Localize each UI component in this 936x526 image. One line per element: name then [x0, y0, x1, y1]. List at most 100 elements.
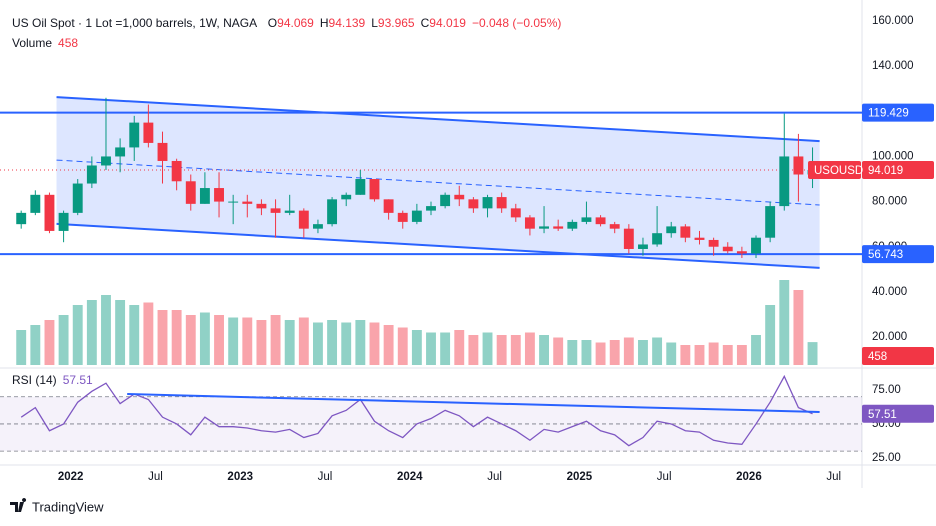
volume-bar [72, 305, 83, 365]
brand-name: TradingView [32, 499, 104, 514]
candle-body [72, 183, 83, 213]
candle-body [666, 226, 677, 234]
volume-bar [623, 337, 634, 365]
channel-middle [56, 159, 820, 206]
volume-bar [397, 327, 408, 365]
candle-body [327, 199, 338, 225]
candle-body [313, 224, 323, 229]
brand-logo [10, 498, 27, 512]
candle-body [44, 194, 55, 231]
candle-body [539, 226, 549, 229]
x-tick-label: Jul [148, 471, 163, 483]
brand: TradingView [10, 498, 104, 514]
candle-body [411, 210, 422, 222]
candle-body [284, 210, 295, 213]
volume-bar [581, 340, 592, 365]
candle-body [496, 197, 507, 209]
volume-bar [157, 310, 168, 365]
volume-bar [298, 317, 309, 365]
legend-change: −0.048 (−0.05%) [472, 16, 561, 30]
candle-body [242, 201, 253, 204]
volume-bar [270, 315, 281, 365]
candle-body [369, 179, 380, 200]
volume-bar [652, 337, 663, 365]
candle-body [581, 217, 592, 222]
volume-bar [524, 332, 535, 365]
candle-body [638, 244, 648, 249]
volume-bar [426, 332, 436, 365]
candle-body [129, 122, 140, 148]
title: US Oil Spot · 1 Lot =1,000 barrels, 1W, … [12, 16, 257, 30]
hline-label-bg [862, 245, 934, 264]
volume-bar [751, 335, 761, 365]
legend-key: C [421, 16, 430, 30]
volume-bar [242, 317, 253, 365]
legend-value: 93.965 [378, 16, 415, 30]
volume-bar [553, 337, 564, 365]
candle-body [708, 239, 719, 247]
channel-lower [56, 222, 820, 269]
candle-body [228, 201, 239, 203]
plot-area [0, 96, 862, 452]
rsi-label-bg [862, 404, 934, 423]
candle-body [199, 188, 210, 204]
candle-body [143, 122, 154, 143]
volume-bar [482, 332, 493, 365]
volume-bar [341, 322, 352, 365]
candle-body [16, 212, 27, 225]
volume-bar [765, 305, 776, 365]
candle-body [214, 188, 224, 202]
volume-bar [256, 320, 267, 365]
volume-bar [171, 310, 182, 365]
candle-body [765, 206, 776, 238]
volume-bar [736, 345, 747, 365]
legend-value: 94.019 [429, 16, 466, 30]
candle-body [793, 156, 804, 175]
volume-bar [313, 322, 323, 365]
volume-bar [383, 325, 394, 365]
rsi-tick-label: 25.00 [872, 452, 901, 464]
channel-upper [56, 96, 820, 143]
x-tick-label: 2022 [58, 471, 84, 483]
rsi-header: RSI (14) 57.51 [12, 373, 93, 387]
candle-body [553, 226, 564, 229]
legend-value: 94.069 [277, 16, 314, 30]
volume-bar [567, 340, 578, 365]
volume-value: 458 [58, 36, 78, 50]
x-tick-label: Jul [487, 471, 502, 483]
x-tick-label: Jul [318, 471, 333, 483]
hline-label: 56.743 [868, 249, 903, 261]
volume-bar [440, 332, 451, 365]
x-tick-label: 2023 [227, 471, 253, 483]
symbol-label-bg [808, 160, 861, 179]
y-tick-label: 160.000 [872, 15, 914, 27]
candle-body [270, 208, 281, 213]
legend-key: H [320, 16, 329, 30]
volume-bar [143, 302, 154, 365]
volume-bar [468, 335, 479, 365]
candle-body [779, 156, 790, 207]
volume-label: 458 [868, 351, 887, 363]
rsi-label: 57.51 [868, 409, 897, 421]
x-tick-label: Jul [826, 471, 841, 483]
symbol-label: USOUSD [814, 165, 863, 177]
candle-body [157, 142, 168, 161]
volume-header: Volume 458 [12, 36, 78, 50]
hline-label: 119.429 [868, 108, 909, 120]
legend-key: L [371, 16, 378, 30]
candle-body [397, 212, 408, 222]
candle-body [652, 233, 663, 245]
volume-bar [284, 320, 295, 365]
candle-body [58, 212, 69, 231]
volume-bar [327, 320, 338, 365]
rsi-line [20, 374, 813, 447]
volume-bar [214, 315, 224, 365]
legend-key: O [268, 16, 277, 30]
volume-bar [30, 325, 41, 365]
volume-bar [779, 280, 790, 365]
candle-body [86, 165, 97, 184]
volume-bar [58, 315, 69, 365]
legend: O94.069 H94.139 L93.965 C94.019 −0.048 (−0.0… [268, 16, 562, 30]
candle-body [30, 194, 41, 213]
